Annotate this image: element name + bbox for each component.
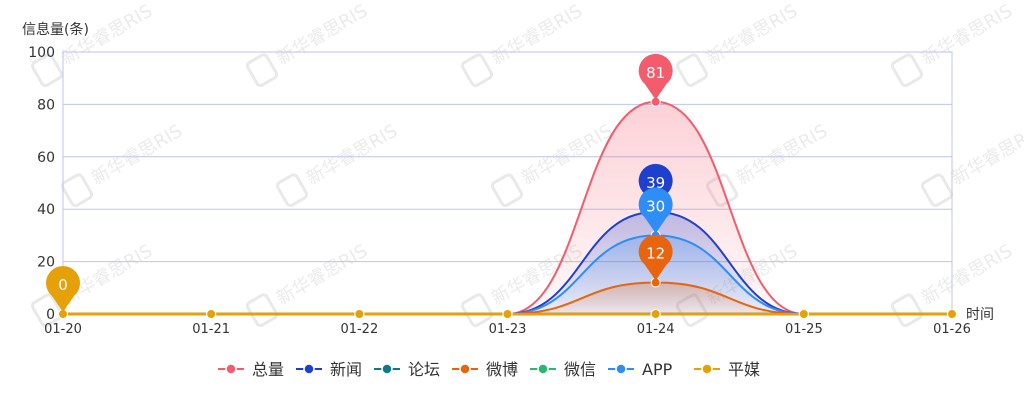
x-tick-label: 01-25 <box>785 322 823 337</box>
watermark: 新华睿思RIS <box>275 121 401 207</box>
y-tick-label: 100 <box>28 45 55 61</box>
x-tick-label: 01-20 <box>44 322 82 337</box>
y-tick-label: 0 <box>46 307 55 323</box>
x-axis-title: 时间 <box>966 307 994 323</box>
svg-text:新华睿思RIS: 新华睿思RIS <box>948 121 1024 190</box>
watermark: 新华睿思RIS <box>675 1 801 87</box>
y-axis-title: 信息量(条) <box>22 21 89 38</box>
y-tick-label: 80 <box>37 97 55 113</box>
watermark: 新华睿思RIS <box>60 121 186 207</box>
point-layer <box>58 96 957 319</box>
data-point[interactable] <box>798 309 809 319</box>
x-tick-label: 01-26 <box>933 322 971 337</box>
value-pin-微博: 12 <box>638 234 673 281</box>
legend-label: APP <box>642 360 673 379</box>
legend-item-APP[interactable]: APP <box>608 360 673 379</box>
svg-text:新华睿思RIS: 新华睿思RIS <box>488 1 586 70</box>
data-point[interactable] <box>206 309 217 319</box>
pin-value-label: 30 <box>646 197 665 215</box>
value-pin-新闻: 39 <box>638 163 673 210</box>
grid-layer <box>62 51 953 316</box>
pin-layer: 81 39 30 12 0 <box>46 53 673 312</box>
data-point[interactable] <box>947 309 957 319</box>
value-pin-APP: 30 <box>638 187 673 234</box>
pin-value-label: 0 <box>58 276 68 294</box>
x-tick-label: 01-21 <box>192 322 230 337</box>
plot-frame <box>62 51 953 315</box>
svg-text:新华睿思RIS: 新华睿思RIS <box>273 241 371 310</box>
y-tick-label: 20 <box>37 255 55 271</box>
data-point[interactable] <box>650 309 661 319</box>
svg-text:新华睿思RIS: 新华睿思RIS <box>918 241 1016 310</box>
svg-text:新华睿思RIS: 新华睿思RIS <box>88 121 186 190</box>
series-area-总量 <box>63 101 952 314</box>
legend-label: 新闻 <box>330 360 362 379</box>
svg-text:新华睿思RIS: 新华睿思RIS <box>733 121 831 190</box>
series-area-微博 <box>63 282 952 314</box>
x-tick-label: 01-22 <box>340 322 378 337</box>
svg-text:新华睿思RIS: 新华睿思RIS <box>273 1 371 70</box>
x-tick-label: 01-23 <box>489 322 527 337</box>
watermark: 新华睿思RIS <box>30 1 156 87</box>
legend-label: 总量 <box>252 360 284 379</box>
svg-text:新华睿思RIS: 新华睿思RIS <box>303 121 401 190</box>
legend: 总量 新闻 论坛 微博 微信 APP 平媒 <box>218 360 760 379</box>
watermark: 新华睿思RIS <box>460 1 586 87</box>
series-area-APP <box>63 235 952 314</box>
pin-value-label: 39 <box>646 174 665 192</box>
legend-item-总量[interactable]: 总量 <box>218 360 284 379</box>
y-tick-label: 40 <box>37 202 55 218</box>
legend-label: 平媒 <box>728 360 760 379</box>
y-tick-label: 60 <box>37 150 55 166</box>
watermark: 新华睿思RIS <box>245 1 371 87</box>
watermark: 新华睿思RIS <box>890 1 1016 87</box>
value-pin-平媒: 0 <box>46 266 81 312</box>
pin-value-label: 81 <box>646 64 665 82</box>
legend-item-平媒[interactable]: 平媒 <box>694 360 760 379</box>
legend-item-新闻[interactable]: 新闻 <box>296 360 362 379</box>
x-tick-label: 01-24 <box>637 322 675 337</box>
legend-label: 微信 <box>564 360 596 379</box>
watermark-layer: 新华睿思RIS 新华睿思RIS 新华睿思RIS 新华睿思RIS 新华睿思RIS 新华睿思R… <box>30 1 1024 327</box>
legend-item-微博[interactable]: 微博 <box>452 360 518 379</box>
svg-text:新华睿思RIS: 新华睿思RIS <box>703 1 801 70</box>
svg-text:新华睿思RIS: 新华睿思RIS <box>918 1 1016 70</box>
legend-item-微信[interactable]: 微信 <box>530 360 596 379</box>
legend-label: 微博 <box>486 360 518 379</box>
area-layer <box>63 101 952 314</box>
data-point[interactable] <box>502 309 513 319</box>
pin-value-label: 12 <box>646 245 665 263</box>
data-point[interactable] <box>354 309 365 319</box>
legend-label: 论坛 <box>408 360 440 379</box>
watermark: 新华睿思RIS <box>920 121 1024 207</box>
value-pin-总量: 81 <box>638 53 673 100</box>
legend-item-论坛[interactable]: 论坛 <box>374 360 440 379</box>
